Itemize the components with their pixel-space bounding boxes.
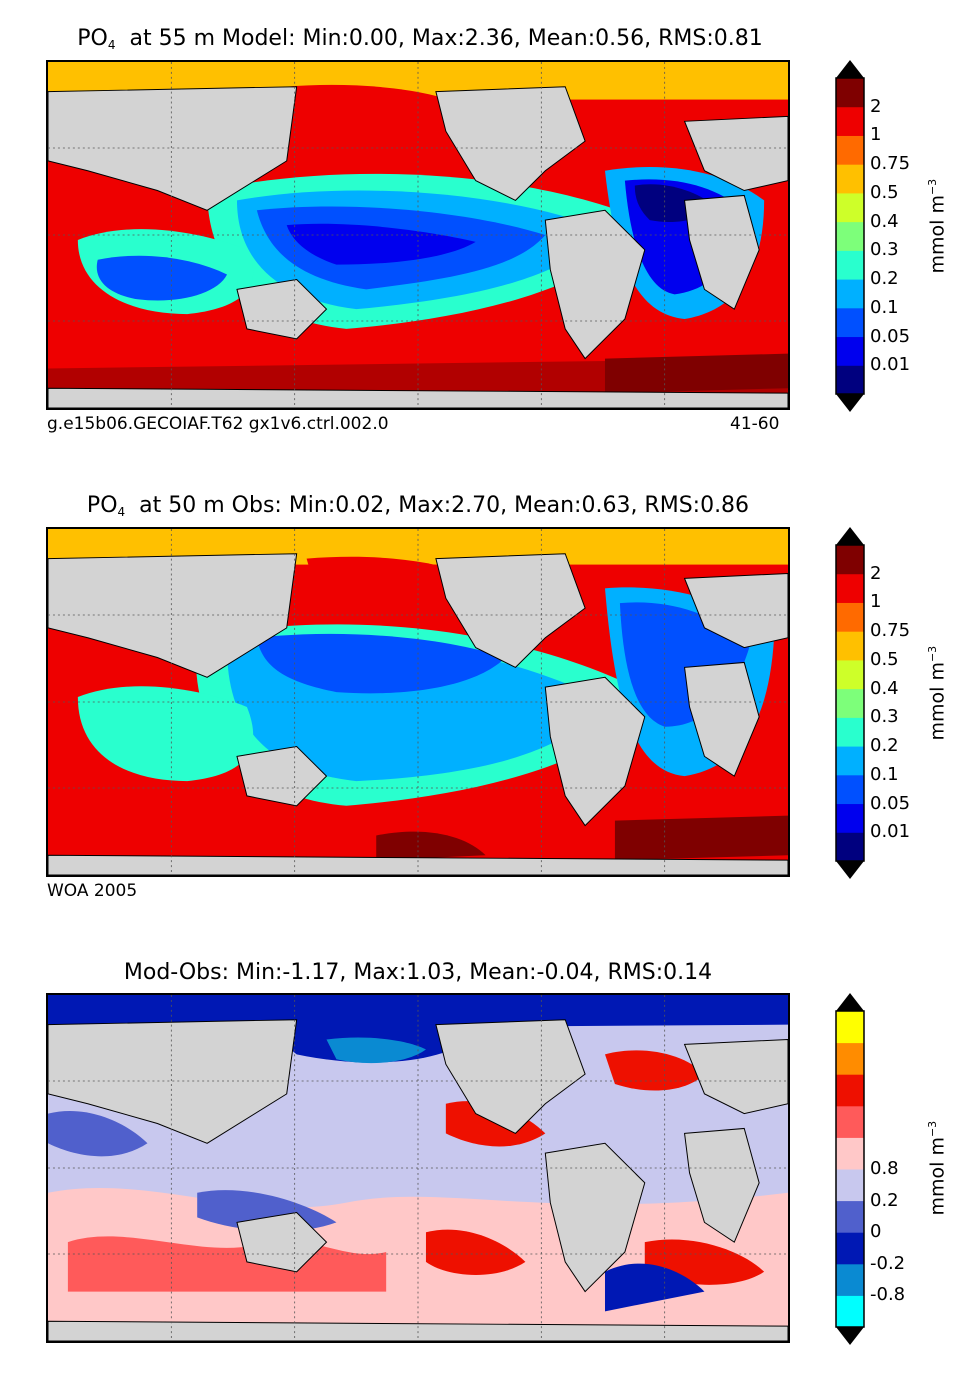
colorbar-tick-label: 0.2 bbox=[870, 735, 899, 757]
colorbar-tick-label: 0.5 bbox=[870, 648, 899, 670]
colorbar-frame bbox=[835, 1010, 865, 1328]
panel1-map bbox=[46, 60, 790, 410]
colorbar-extend-top bbox=[836, 993, 864, 1011]
colorbar-bin bbox=[836, 192, 864, 223]
colorbar-bin bbox=[836, 1232, 864, 1265]
colorbar-bin bbox=[836, 164, 864, 194]
colorbar-tick-label: 0.75 bbox=[870, 620, 911, 642]
colorbar-tick-label: 2 bbox=[870, 562, 882, 584]
colorbar-bin bbox=[836, 1105, 864, 1138]
panel1-caption-left: g.e15b06.GECOIAF.T62 gx1v6.ctrl.002.0 bbox=[47, 414, 389, 434]
colorbar-bin bbox=[836, 135, 864, 165]
colorbar-bin bbox=[836, 365, 864, 395]
colorbar-bin bbox=[836, 774, 864, 805]
colorbar-bin bbox=[836, 746, 864, 776]
panel2-colorbar bbox=[835, 527, 865, 879]
colorbar-bin bbox=[836, 717, 864, 747]
colorbar-tick-label: 0.2 bbox=[870, 1189, 899, 1211]
colorbar-bin bbox=[836, 307, 864, 338]
colorbar-bin bbox=[836, 573, 864, 603]
colorbar-tick-label: 0.01 bbox=[870, 354, 911, 376]
panel3-map bbox=[46, 993, 790, 1343]
colorbar-tick-label: 2 bbox=[870, 95, 882, 117]
colorbar-bin bbox=[836, 659, 864, 690]
panel2-caption-left: WOA 2005 bbox=[47, 881, 138, 901]
colorbar-bin bbox=[836, 1200, 864, 1233]
colorbar-tick-label: 1 bbox=[870, 591, 882, 613]
colorbar-tick-label: -0.8 bbox=[870, 1284, 906, 1306]
colorbar-tick-label: 0 bbox=[870, 1221, 882, 1243]
panel1-caption-right: 41-60 bbox=[730, 414, 780, 434]
colorbar-tick-label: 0.01 bbox=[870, 821, 911, 843]
colorbar-extend-bottom bbox=[836, 394, 864, 412]
colorbar-bin bbox=[836, 1011, 864, 1044]
colorbar-extend-bottom bbox=[836, 861, 864, 879]
colorbar-extend-top bbox=[836, 60, 864, 78]
colorbar-tick-label: -0.2 bbox=[870, 1252, 906, 1274]
panel3-map-svg bbox=[48, 995, 788, 1341]
colorbar-tick-label: 0.05 bbox=[870, 325, 911, 347]
colorbar-tick-label: 0.5 bbox=[870, 181, 899, 203]
colorbar-bin bbox=[836, 336, 864, 366]
panel2-colorbar-svg bbox=[835, 527, 865, 879]
colorbar-tick-label: 0.8 bbox=[870, 1158, 899, 1179]
colorbar-bin bbox=[836, 631, 864, 661]
colorbar-bin bbox=[836, 1169, 864, 1202]
colorbar-tick-label: 0.1 bbox=[870, 763, 899, 785]
panel3-title: Mod-Obs: Min:-1.17, Max:1.03, Mean:-0.04… bbox=[123, 960, 713, 985]
colorbar-bin bbox=[836, 250, 864, 280]
panel3-colorbar-svg bbox=[835, 993, 865, 1345]
colorbar-bin bbox=[836, 78, 864, 108]
colorbar-tick-label: 0.05 bbox=[870, 792, 911, 814]
colorbar-tick-label: 0.3 bbox=[870, 239, 899, 261]
panel2-title: PO4 at 50 m Obs: Min:0.02, Max:2.70, Mea… bbox=[86, 493, 750, 519]
panel1-title: PO4 at 55 m Model: Min:0.00, Max:2.36, M… bbox=[77, 26, 763, 52]
colorbar-bin bbox=[836, 545, 864, 575]
panel1-colorbar-svg bbox=[835, 60, 865, 412]
colorbar-bin bbox=[836, 1074, 864, 1107]
panel3-colorbar bbox=[835, 993, 865, 1345]
colorbar-tick-label: 0.4 bbox=[870, 677, 899, 699]
panel2-colorbar-unit: mmol m−3 bbox=[926, 645, 949, 741]
colorbar-extend-bottom bbox=[836, 1327, 864, 1345]
colorbar-bin bbox=[836, 688, 864, 718]
colorbar-bin bbox=[836, 832, 864, 862]
panel1-colorbar bbox=[835, 60, 865, 412]
colorbar-bin bbox=[836, 221, 864, 251]
colorbar-bin bbox=[836, 1295, 864, 1328]
colorbar-bin bbox=[836, 602, 864, 632]
colorbar-tick-label: 0.1 bbox=[870, 296, 899, 318]
panel1-colorbar-unit: mmol m−3 bbox=[926, 178, 949, 274]
colorbar-bin bbox=[836, 1263, 864, 1296]
colorbar-bin bbox=[836, 106, 864, 136]
colorbar-frame bbox=[835, 544, 865, 862]
colorbar-frame bbox=[835, 77, 865, 395]
colorbar-tick-label: 0.4 bbox=[870, 210, 899, 232]
panel3-colorbar-unit: mmol m−3 bbox=[926, 1120, 949, 1216]
colorbar-tick-label: 0.2 bbox=[870, 268, 899, 290]
colorbar-tick-label: 0.3 bbox=[870, 706, 899, 728]
panel2-map-svg bbox=[48, 529, 788, 875]
panel2-map bbox=[46, 527, 790, 877]
panel1-map-svg bbox=[48, 62, 788, 408]
colorbar-tick-label: 0.75 bbox=[870, 153, 911, 175]
colorbar-bin bbox=[836, 279, 864, 309]
colorbar-extend-top bbox=[836, 527, 864, 545]
colorbar-bin bbox=[836, 1042, 864, 1075]
colorbar-bin bbox=[836, 1137, 864, 1170]
colorbar-tick-label: 1 bbox=[870, 124, 882, 146]
colorbar-bin bbox=[836, 803, 864, 833]
